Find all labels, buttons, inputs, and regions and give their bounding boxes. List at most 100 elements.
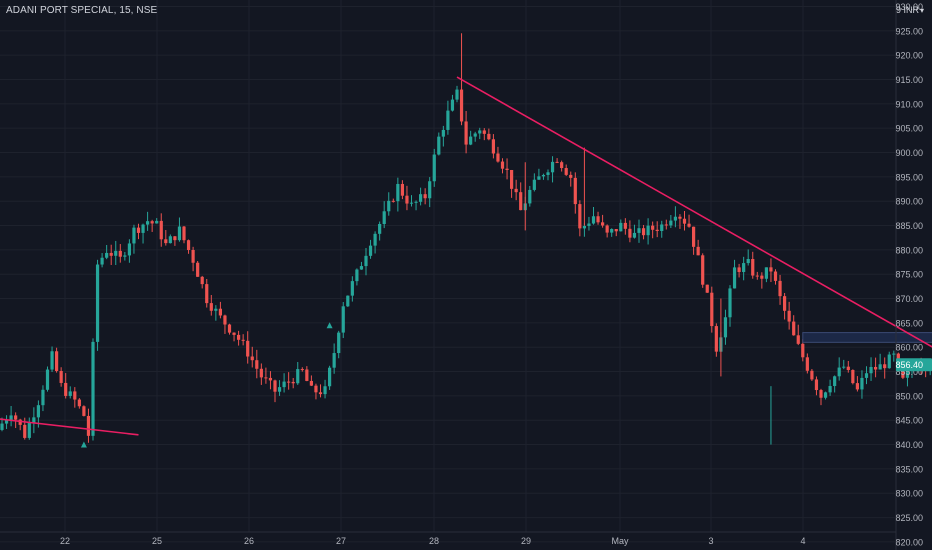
candle-body [309,380,313,386]
candle-body [887,354,891,369]
candle-body [41,389,45,406]
candle-body [742,263,746,273]
candle-body [264,377,268,379]
candle-body [646,225,650,236]
candle-body [701,255,705,285]
candle-body [73,391,77,400]
candle-body [801,343,805,358]
candle-body [414,201,418,203]
candle-body [687,223,691,227]
currency-selector[interactable]: 9 INR▾ [896,5,924,15]
price-tick-label: 830.00 [895,489,923,499]
candle-body [196,262,200,277]
candle-body [596,216,600,223]
price-tick-label: 905.00 [895,124,923,134]
candle-body [382,211,386,224]
price-tick-label: 895.00 [895,172,923,182]
price-tick-label: 825.00 [895,513,923,523]
candle-body [550,161,555,173]
candle-body [737,267,741,273]
candle-body [186,240,191,251]
candle-body [314,385,318,393]
candle-body [837,367,841,377]
currency-code: INR [903,5,919,15]
price-tick-label: 920.00 [895,51,923,61]
price-axis[interactable]: 930.00 925.00 920.00 915.00 910.00 905.00 900.… [895,0,932,550]
chart-grid [0,0,896,543]
candle-body [710,292,714,327]
candle-body [287,381,291,383]
price-tick-label: 840.00 [895,440,923,450]
candles [0,33,932,445]
candle-body [755,275,759,277]
candle-body [560,162,564,169]
time-tick-label: 4 [800,536,805,546]
up-triangle-icon[interactable] [80,441,87,448]
candle-body [500,161,505,169]
candle-body [241,339,245,341]
candle-body [764,267,768,279]
candle-body [209,303,213,311]
candle-body [828,386,832,393]
candle-body [732,267,737,289]
candle-body [378,223,382,234]
candle-body [205,284,209,304]
candle-body [874,366,878,370]
candle-body [864,373,869,378]
candle-body [682,218,687,224]
candle-body [109,252,113,256]
candle-body [182,226,186,241]
candle-body [792,321,796,336]
up-triangle-icon[interactable] [326,322,333,329]
candle-body [455,89,459,100]
candle-body [851,370,855,384]
price-tick-label: 925.00 [895,26,923,36]
candle-body [610,229,614,233]
candle-body [168,236,172,244]
price-tick-label: 870.00 [895,294,923,304]
candle-body [86,415,91,436]
candle-body [68,391,72,396]
candle-body [177,226,182,241]
candle-body [237,334,241,340]
candle-body [105,252,109,258]
candle-body [478,130,482,134]
candle-body [291,381,295,384]
candle-body [118,250,122,257]
candle-body [519,192,523,211]
chevron-down-icon: ▾ [919,6,924,15]
candle-body [623,222,627,229]
candle-body [277,387,282,392]
candle-body [496,153,500,162]
time-tick-label: 27 [336,536,346,546]
candle-body [696,246,700,256]
price-tick-label: 865.00 [895,318,923,328]
time-tick-label: 28 [429,536,439,546]
candle-body [132,227,136,244]
price-tick-label: 835.00 [895,464,923,474]
candle-body [601,222,605,226]
overlay: E [80,322,333,448]
candle-body [842,366,846,368]
price-tick-label: 890.00 [895,197,923,207]
candle-body [141,224,145,233]
price-tick-label: 900.00 [895,148,923,158]
candle-body [655,229,659,232]
candle-body [628,228,632,238]
candle-body [746,258,750,264]
time-axis[interactable]: 22 25 26 27 28 29 May 3 4 [0,531,896,546]
time-tick-label: 3 [708,536,713,546]
candle-body [155,220,159,224]
candle-body [692,226,696,247]
price-tick-label: 820.00 [895,537,923,547]
candle-body [510,169,514,189]
candle-body [332,353,336,368]
candle-body [814,379,819,391]
candle-body [4,419,9,424]
candle-body [191,250,195,263]
price-tick-label: 880.00 [895,245,923,255]
candle-body [714,326,718,352]
candle-body [428,181,432,199]
candle-body [214,308,218,311]
